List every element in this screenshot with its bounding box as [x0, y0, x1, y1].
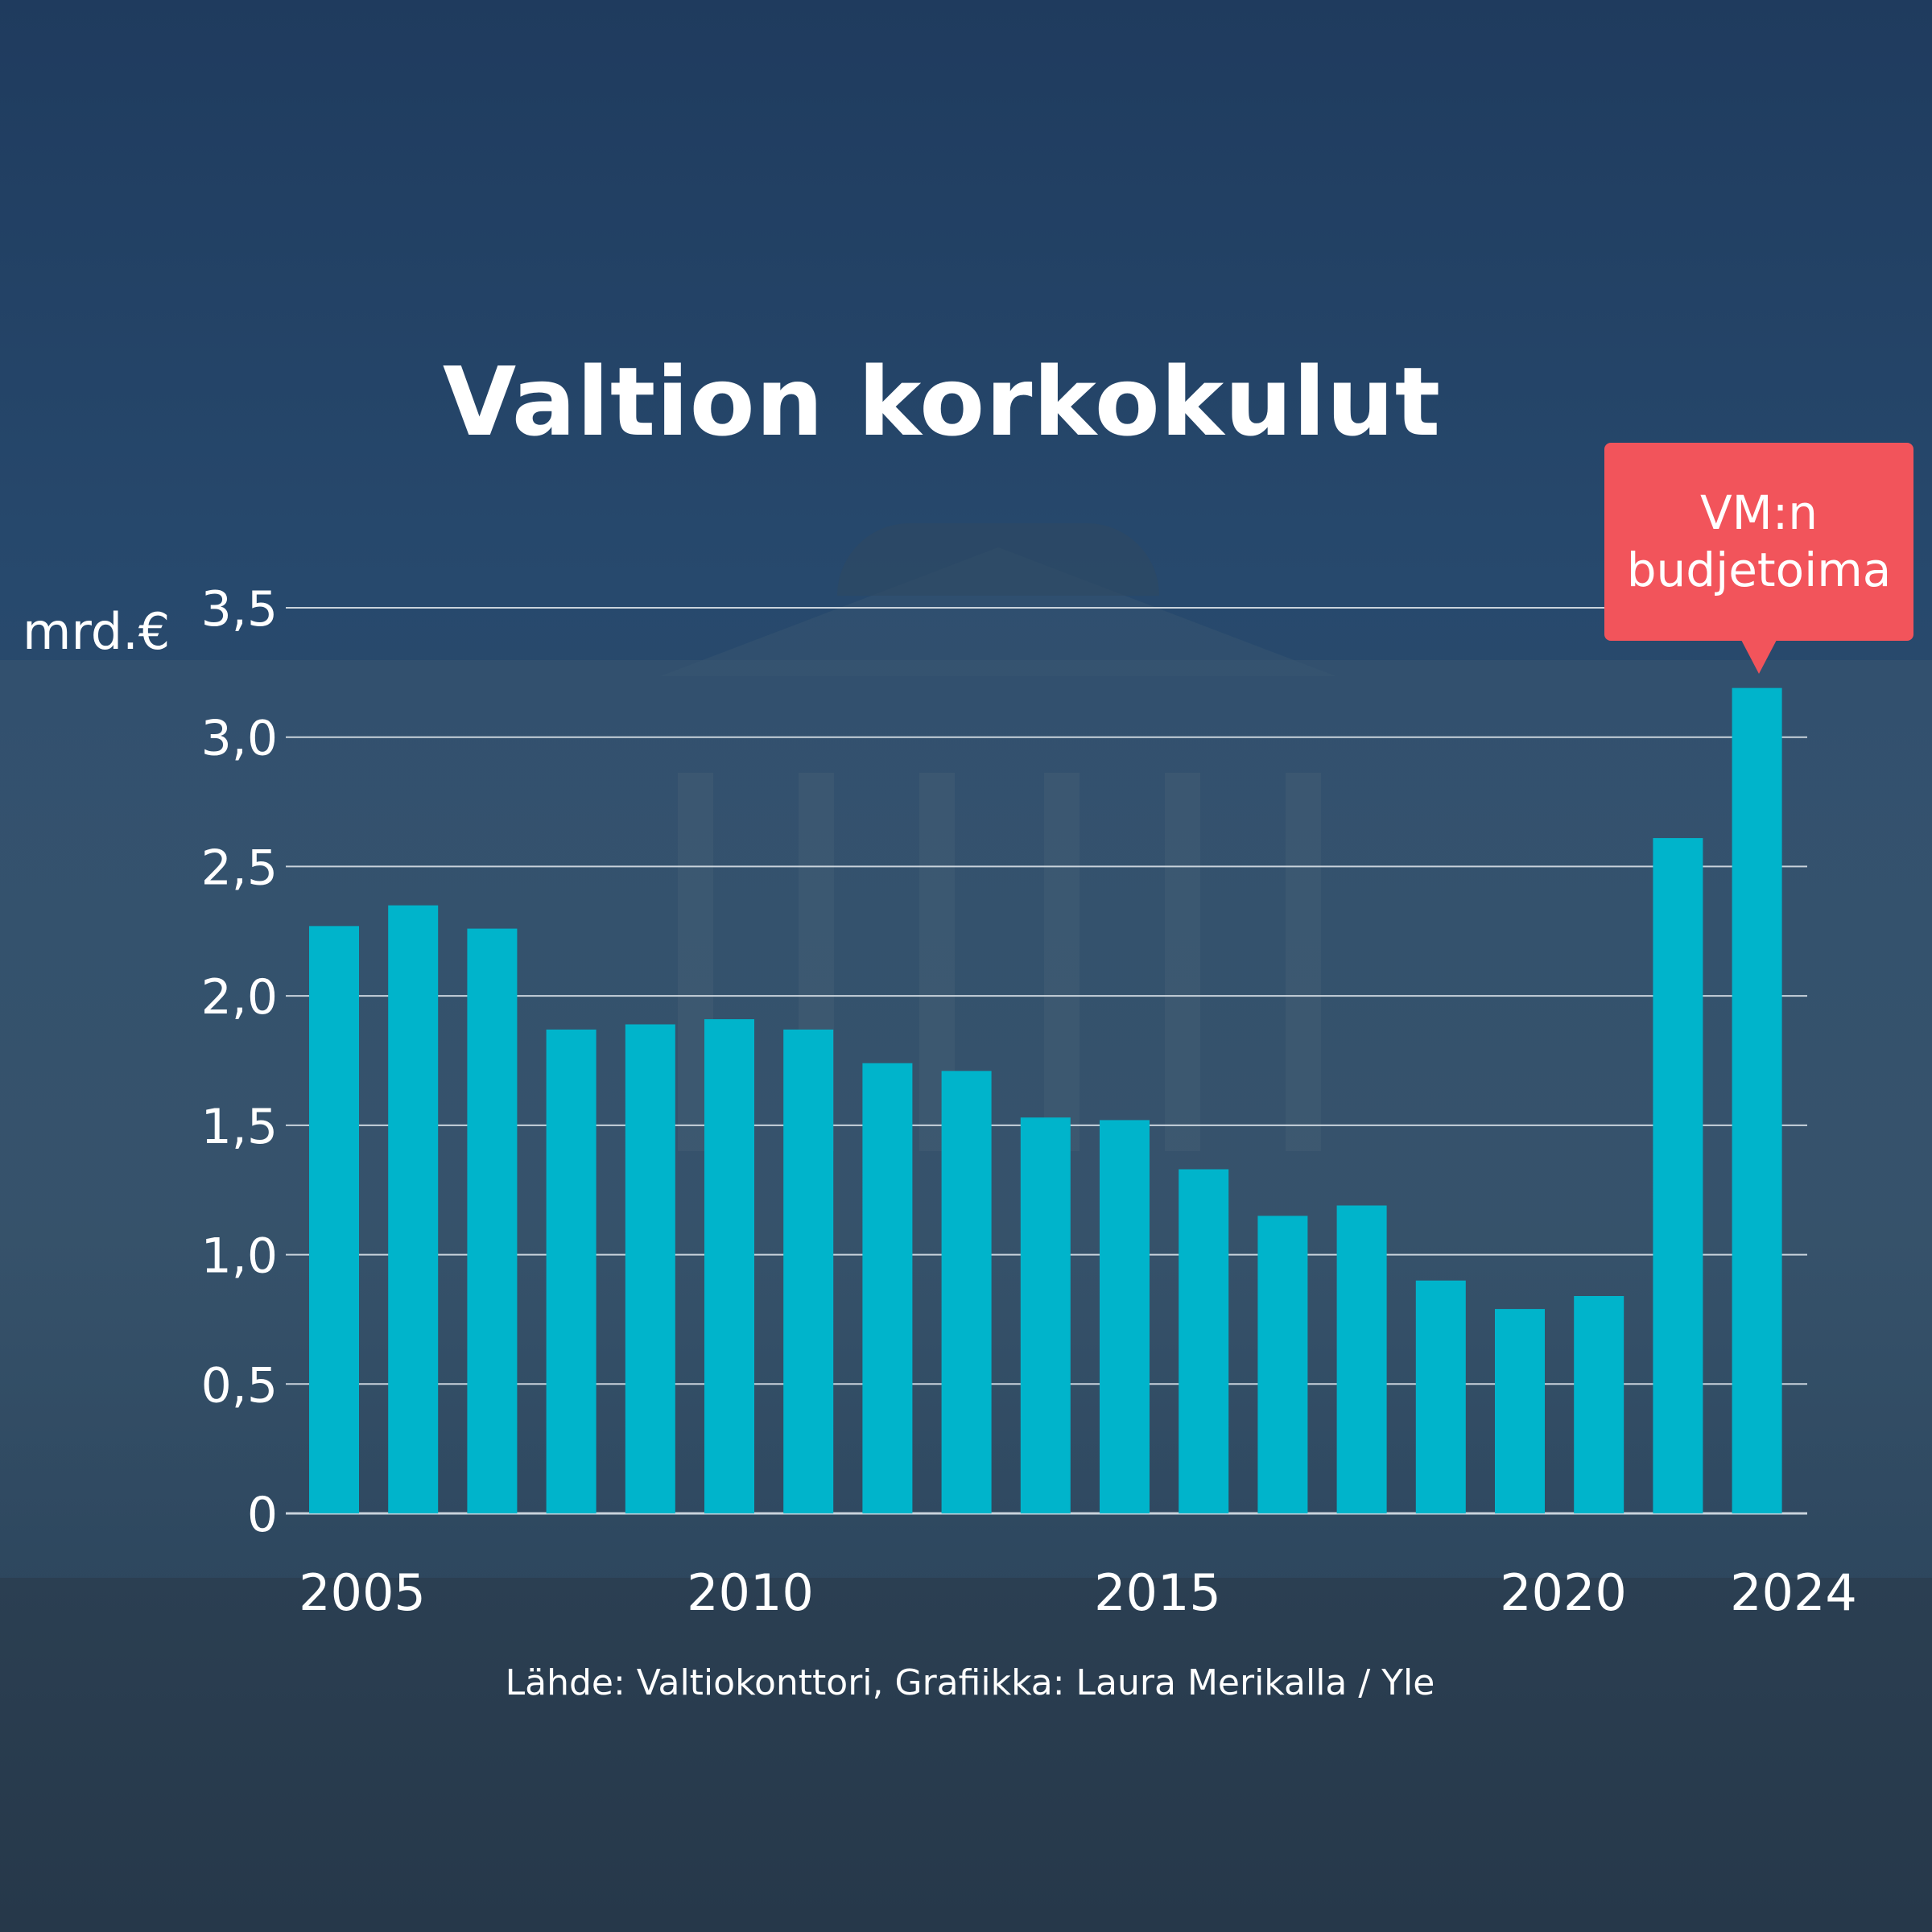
bar-2020	[1495, 1309, 1545, 1513]
chart-title: Valtion korkokulut	[442, 346, 1442, 457]
y-axis-ticks: 0 0,5 1,0 1,5 2,0 2,5 3,0 3,5	[201, 581, 278, 1543]
bar-2010	[704, 1019, 754, 1513]
y-tick-label: 0	[247, 1487, 278, 1543]
bar-2017	[1257, 1216, 1308, 1513]
bars	[309, 687, 1782, 1514]
y-tick-label: 2,5	[201, 840, 278, 896]
y-axis-unit-label: mrd.€	[23, 602, 171, 661]
annotation-line-2: budjetoima	[1626, 543, 1892, 597]
bar-2018	[1336, 1205, 1387, 1513]
bar-2019	[1415, 1280, 1466, 1513]
bar-2008	[546, 1029, 597, 1513]
bar-2011	[783, 1029, 834, 1513]
x-tick-label: 2010	[687, 1563, 814, 1622]
bar-2007	[467, 928, 518, 1513]
x-tick-label: 2020	[1500, 1563, 1627, 1622]
bar-2015	[1100, 1120, 1150, 1513]
background-column	[1165, 773, 1200, 1151]
annotation-line-1: VM:n	[1699, 485, 1818, 541]
x-tick-label: 2005	[299, 1563, 426, 1622]
x-axis-ticks: 2005 2010 2015 2020 2024	[299, 1563, 1857, 1622]
bar-2009	[625, 1024, 675, 1513]
background-column	[1044, 773, 1080, 1151]
bar-2006	[388, 905, 439, 1513]
x-tick-label: 2024	[1730, 1563, 1857, 1622]
annotation-pointer	[1741, 640, 1777, 674]
y-tick-label: 2,0	[201, 969, 278, 1026]
budget-annotation-callout: VM:n budjetoima	[1604, 443, 1913, 641]
background-ground	[0, 1578, 1932, 1932]
bar-2023	[1732, 687, 1782, 1514]
bar-2005	[309, 926, 359, 1513]
y-tick-label: 0,5	[201, 1357, 278, 1414]
bar-2016	[1179, 1169, 1229, 1513]
source-credit: Lähde: Valtiokonttori, Grafiikka: Laura …	[505, 1662, 1435, 1703]
y-tick-label: 3,5	[201, 581, 278, 638]
y-tick-label: 1,5	[201, 1099, 278, 1155]
bar-2021	[1574, 1296, 1624, 1513]
bar-2012	[862, 1063, 913, 1513]
y-tick-label: 1,0	[201, 1228, 278, 1285]
bar-2022	[1653, 838, 1703, 1513]
background-dome	[837, 523, 1159, 596]
x-tick-label: 2015	[1094, 1563, 1221, 1622]
background-column	[1286, 773, 1321, 1151]
bar-2014	[1020, 1117, 1071, 1513]
bar-2013	[941, 1071, 992, 1513]
y-tick-label: 3,0	[201, 711, 278, 767]
